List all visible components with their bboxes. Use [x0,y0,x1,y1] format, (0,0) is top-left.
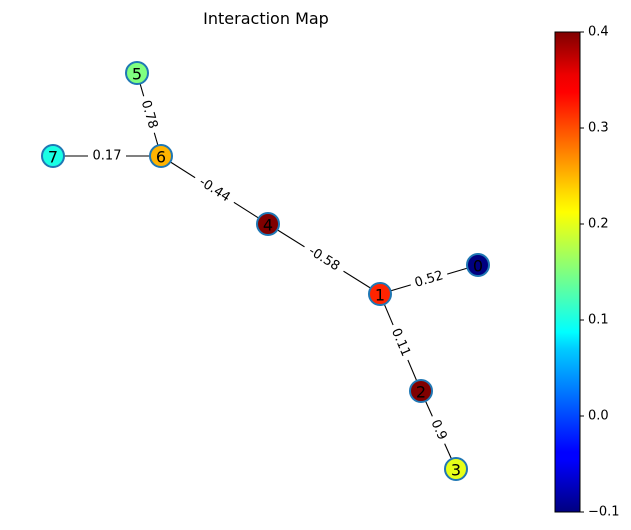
edge-label-1-0: 0.52 [408,265,450,294]
edge-label-7-6: 0.17 [88,147,126,165]
node-circle [125,61,149,85]
colorbar-gradient [554,31,581,513]
edge-label-background [190,170,239,210]
colorbar-tick: 0.1 [580,313,609,328]
edge-weight-text: -0.58 [306,244,342,275]
colorbar: −0.1 0.0 0.1 0.2 0.3 0.4 [554,25,620,520]
colorbar-tick: 0.4 [580,25,609,40]
colorbar-tick-label: −0.1 [588,505,620,520]
node-label: 5 [132,65,142,84]
node-circle [149,144,173,168]
node-label: 4 [263,216,273,235]
colorbar-tick: −0.1 [580,505,620,520]
colorbar-ticks: −0.1 0.0 0.1 0.2 0.3 0.4 [580,25,620,520]
edge-label-6-4: -0.44 [190,170,239,210]
node-1: 1 [368,282,392,306]
colorbar-tick-label: 0.4 [588,25,609,40]
node-circle [409,379,433,403]
edge-weight-text: 0.17 [93,149,122,164]
node-3: 3 [444,457,468,481]
edge-label-2-3: 0.9 [424,412,453,448]
colorbar-tick-label: 0.3 [588,121,609,136]
nodes-layer: 0 1 2 3 4 5 6 7 [41,61,490,481]
node-label: 2 [416,383,426,402]
edge-label-background [408,265,450,294]
colorbar-tick: 0.2 [580,217,609,232]
edges-layer: 0.78 0.17 -0.44 -0.58 0.52 0.11 0.9 [53,72,479,470]
node-label: 0 [473,257,483,276]
chart-title: Interaction Map [203,9,329,28]
node-circle [368,282,392,306]
node-label: 7 [48,148,58,167]
node-2: 2 [409,379,433,403]
node-circle [444,457,468,481]
node-5: 5 [125,61,149,85]
edge-label-1-2: 0.11 [384,321,417,364]
edge-label-background [424,412,453,448]
node-7: 7 [41,144,65,168]
node-label: 6 [156,148,166,167]
edge-weight-text: -0.44 [196,175,232,206]
colorbar-tick-label: 0.1 [588,313,609,328]
edge-label-5-6: 0.78 [135,93,163,136]
edge-label-background [88,147,126,165]
edge-label-background [384,321,417,364]
node-0: 0 [466,253,490,277]
colorbar-tick: 0.0 [580,409,609,424]
edge-label-background [135,93,163,136]
edge-label-4-1: -0.58 [299,239,349,279]
colorbar-tick: 0.3 [580,121,609,136]
node-label: 3 [451,461,461,480]
colorbar-tick-label: 0.2 [588,217,609,232]
edge-label-background [299,239,349,279]
node-circle [256,212,280,236]
node-4: 4 [256,212,280,236]
node-circle [41,144,65,168]
node-label: 1 [375,286,385,305]
colorbar-tick-label: 0.0 [588,409,609,424]
node-circle [466,253,490,277]
node-6: 6 [149,144,173,168]
